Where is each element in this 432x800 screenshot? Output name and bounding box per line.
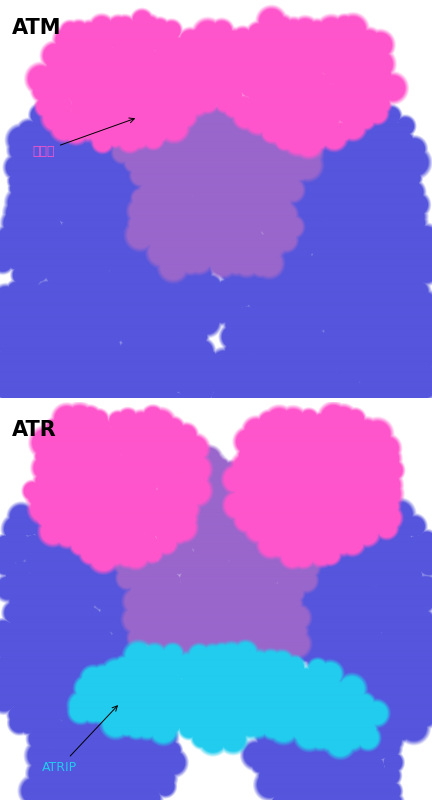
Text: 키나제: 키나제: [32, 118, 134, 158]
Text: ATRIP: ATRIP: [42, 706, 118, 774]
Text: ATM: ATM: [12, 18, 61, 38]
Text: ATR: ATR: [12, 420, 57, 440]
